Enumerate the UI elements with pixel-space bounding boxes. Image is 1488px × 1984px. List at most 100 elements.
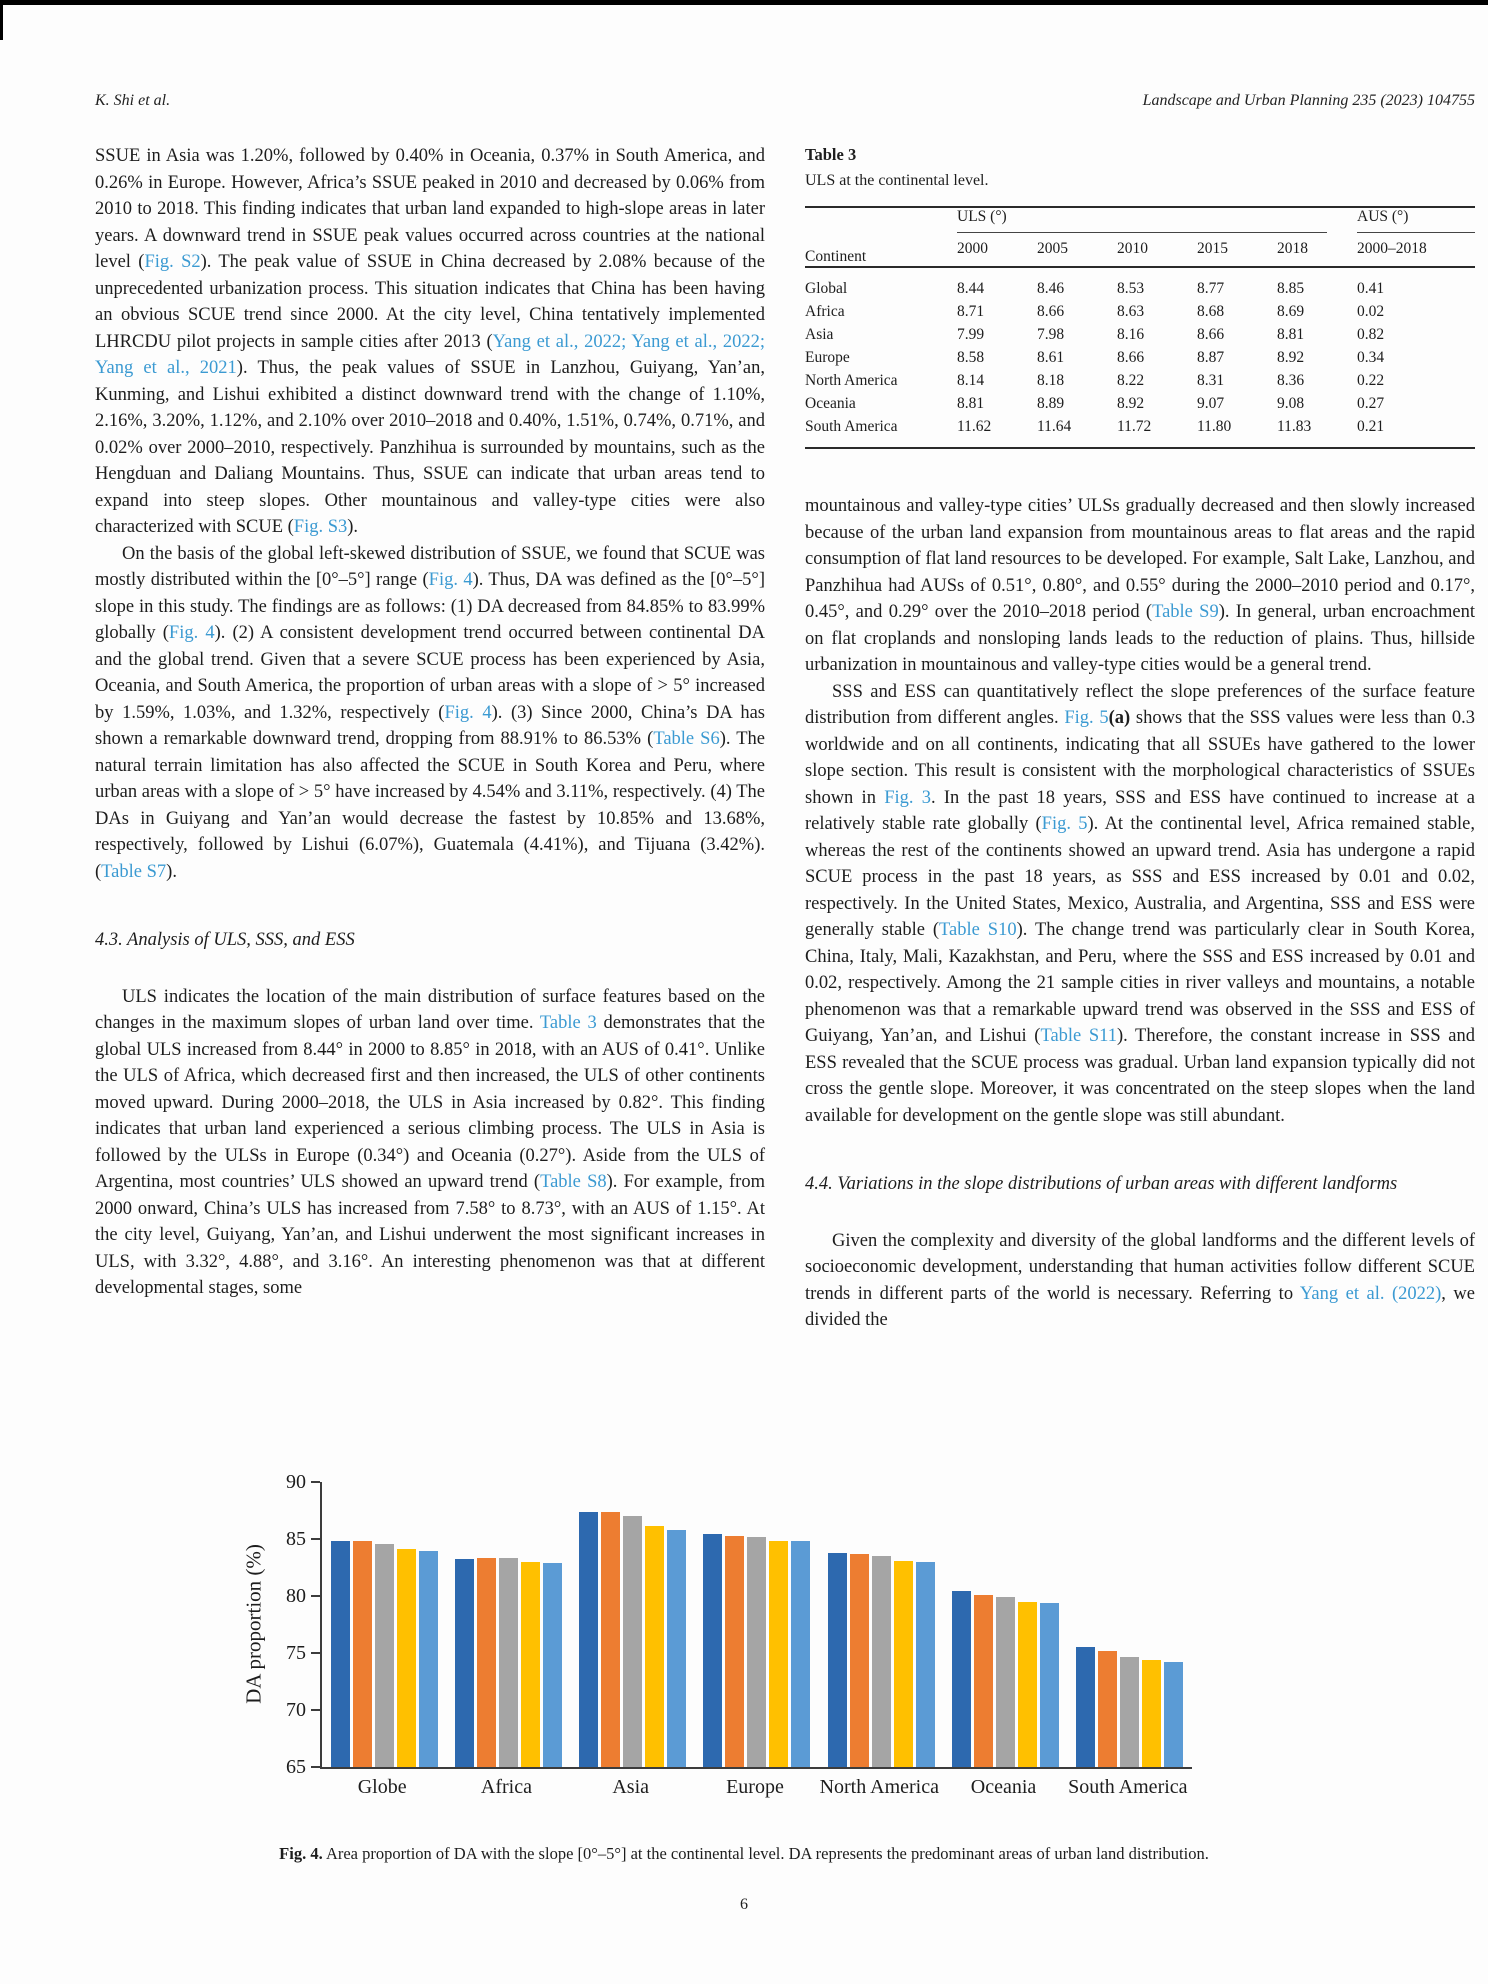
x-category-label: Africa [480,1776,532,1798]
table-caption: ULS at the continental level. [805,172,989,189]
bar-2018 [1040,1602,1060,1767]
text-segment: On the basis of the global left-skewed d… [95,543,765,591]
text-segment: ). The change trend was particularly cle… [805,920,1475,1046]
table-cell: Africa [805,303,845,320]
table3-year-row: 2000 2005 2010 2015 2018 2000–2018 [805,233,1475,268]
bar-2018 [667,1529,687,1767]
bar-2000 [330,1540,350,1767]
bar-2010 [374,1543,394,1767]
citation-link[interactable]: Fig. S3 [293,517,348,537]
bar-2015 [1018,1601,1038,1767]
aus-group-header: AUS (°) [1357,208,1475,233]
table-cell: 8.31 [1197,372,1225,389]
table-cell: 8.18 [1037,372,1065,389]
text-segment: ). Thus, the peak values of SSUE in Lanz… [95,358,765,537]
citation-link[interactable]: Table S9 [1152,602,1219,622]
year-column-header: 2018 [1277,233,1357,268]
text-segment: ). Therefore, the constant increase in S… [805,1026,1475,1126]
table-cell: 8.46 [1037,280,1065,297]
y-tick-label: 85 [286,1528,306,1550]
x-category-label: Oceania [970,1776,1037,1798]
y-tick-mark [311,1595,320,1597]
table-cell: 0.02 [1357,303,1385,320]
citation-link[interactable]: Fig. 4 [428,570,473,590]
left-column: SSUE in Asia was 1.20%, followed by 0.40… [95,143,765,1334]
bar-2005 [601,1512,621,1767]
text-segment: SSUE in Asia was 1.20%, followed by 0.40… [95,146,765,272]
y-tick-mark [311,1709,320,1711]
table-cell: 0.27 [1357,395,1385,412]
y-tick-label: 75 [286,1642,306,1664]
page-top-border [0,0,1488,5]
citation-link[interactable]: Fig. 5 [1064,708,1109,728]
citation-link[interactable]: Table S10 [939,920,1017,940]
figure-4: DA proportion (%) 65 70 75 80 85 90 Globe Afri… [242,1471,1240,1832]
table-cell: 8.92 [1117,395,1145,412]
bar-2005 [974,1594,994,1767]
uls-table: Continent ULS (°) AUS (°) 2000 2005 2010 20… [805,206,1475,449]
y-tick-label: 65 [286,1756,306,1778]
bar-2005 [1098,1651,1118,1767]
paragraph: SSUE in Asia was 1.20%, followed by 0.40… [95,143,765,541]
bar-2015 [769,1540,789,1767]
x-axis-labels: Globe Africa Asia Europe North America Oceani… [320,1775,1190,1800]
text-segment: ULS indicates the location of the main d… [95,986,765,1034]
table-cell: 8.36 [1277,372,1305,389]
table-cell: 8.77 [1197,280,1225,297]
bar-2015 [645,1526,665,1767]
running-header: K. Shi et al. Landscape and Urban Planni… [95,92,1475,110]
text-segment: mountainous and valley-type cities’ ULSs… [805,496,1475,622]
citation-link[interactable]: Table S6 [653,729,720,749]
chart-groups [322,1482,1192,1767]
citation-link[interactable]: Fig. 4 [444,702,492,723]
citation-link[interactable]: Yang et al. (2022) [1299,1283,1442,1304]
citation-link[interactable]: Fig. S2 [144,252,201,272]
table-cell: 8.63 [1117,303,1145,320]
table-cell: 8.66 [1197,326,1225,343]
citation-link[interactable]: Table S11 [1040,1026,1117,1046]
citation-link[interactable]: Fig. 4 [168,623,215,643]
table-cell: 8.81 [957,395,985,412]
table-cell: Europe [805,349,850,366]
table-cell: 11.72 [1117,415,1197,449]
citation-link[interactable]: Yang et al., 2022; Yang et al., 2022; Ya… [95,331,766,379]
paragraph: ULS indicates the location of the main d… [95,984,765,1302]
table-title: Table 3 [805,145,857,164]
citation-link[interactable]: Table S8 [540,1172,607,1192]
journal-header: Landscape and Urban Planning 235 (2023) … [1142,92,1475,109]
x-category-label: Asia [612,1776,650,1798]
text-segment: shows that the SSS values were less than… [805,708,1475,808]
da-proportion-bar-chart: DA proportion (%) 65 70 75 80 85 90 Globe Afri… [242,1471,1240,1798]
aus-span-header: 2000–2018 [1357,233,1475,268]
paragraph: On the basis of the global left-skewed d… [95,541,765,886]
bar-2015 [1142,1660,1162,1767]
table-cell: 8.69 [1277,303,1305,320]
citation-link[interactable]: Table S7 [101,861,167,882]
bar-2005 [352,1541,372,1767]
table-row: North America 8.14 8.18 8.22 8.31 8.36 0.22 [805,370,1475,393]
paragraph: Given the complexity and diversity of th… [805,1228,1475,1334]
table-cell: 0.21 [1357,415,1475,449]
text-segment: ). The natural terrain limitation has al… [95,729,765,882]
y-tick-label: 90 [286,1471,306,1493]
table-row: Oceania 8.81 8.89 8.92 9.07 9.08 0.27 [805,393,1475,416]
table-row: Africa 8.71 8.66 8.63 8.68 8.69 0.02 [805,301,1475,324]
table-cell: 8.22 [1117,372,1145,389]
chart-plot [311,1481,1192,1769]
bar-2000 [579,1511,599,1767]
y-tick-mark [311,1538,320,1540]
y-axis-ticks: 65 70 75 80 85 90 [262,1471,306,1778]
citation-link[interactable]: Fig. 3 [884,787,932,808]
table-cell: North America [805,372,898,389]
text-segment: Given the complexity and diversity of th… [805,1230,1475,1304]
year-column-header: 2000 [957,233,1037,268]
citation-link[interactable]: Table 3 [539,1013,597,1033]
x-category-label: Europe [726,1776,784,1798]
y-tick-label: 80 [286,1585,306,1607]
bar-group-oceania [943,1482,1067,1767]
bar-2010 [623,1515,643,1767]
text-segment: , we divided the [805,1283,1475,1331]
table-row: Europe 8.58 8.61 8.66 8.87 8.92 0.34 [805,347,1475,370]
citation-link[interactable]: Fig. 5 [1041,814,1088,834]
bar-2018 [1164,1662,1184,1767]
